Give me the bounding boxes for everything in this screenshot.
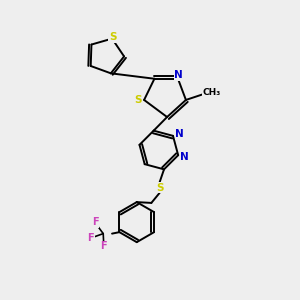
Text: N: N: [180, 152, 189, 162]
Text: CH₃: CH₃: [202, 88, 221, 97]
Text: F: F: [92, 218, 98, 227]
Text: F: F: [88, 233, 94, 243]
Text: S: S: [109, 32, 116, 42]
Text: S: S: [156, 183, 163, 193]
Text: S: S: [134, 95, 141, 105]
Text: F: F: [100, 241, 107, 251]
Text: N: N: [175, 70, 183, 80]
Text: N: N: [175, 129, 184, 140]
